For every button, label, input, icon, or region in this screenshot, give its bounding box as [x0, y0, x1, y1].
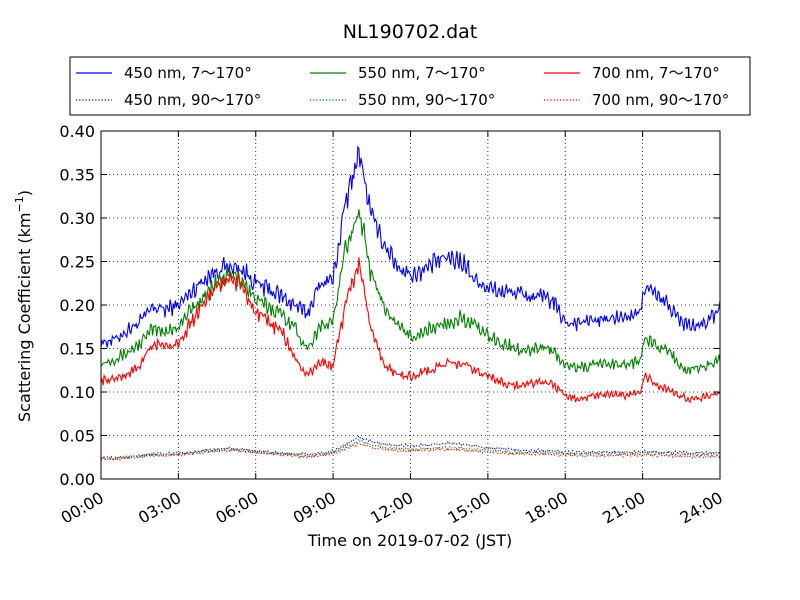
- chart-title: NL190702.dat: [343, 21, 478, 43]
- series-line: [101, 442, 720, 462]
- series-line: [101, 437, 720, 461]
- y-tick-label: 0.00: [59, 470, 95, 489]
- y-tick-label: 0.15: [59, 340, 95, 359]
- series-line: [101, 145, 720, 348]
- series-line: [101, 257, 720, 404]
- y-axis-label-sup: −1: [13, 196, 26, 212]
- legend: 450 nm, 7～170° 550 nm, 7～170° 700 nm, 7～17…: [69, 56, 751, 116]
- legend-label: 550 nm, 90～170°: [358, 91, 495, 109]
- y-tick-label: 0.20: [59, 296, 95, 315]
- legend-label: 700 nm, 90～170°: [592, 91, 729, 109]
- x-axis-label: Time on 2019-07-02 (JST): [307, 531, 512, 550]
- legend-label: 450 nm, 90～170°: [124, 91, 261, 109]
- y-tick-label: 0.30: [59, 209, 95, 228]
- legend-label: 550 nm, 7～170°: [358, 64, 486, 82]
- y-tick-label: 0.25: [59, 253, 95, 272]
- series-line: [101, 209, 720, 375]
- legend-box: [69, 56, 751, 116]
- legend-label: 700 nm, 7～170°: [592, 64, 720, 82]
- y-axis-label-main: Scattering Coefficient (km: [15, 212, 34, 422]
- y-tick-label: 0.35: [59, 166, 95, 185]
- y-axis-label-close: ): [15, 190, 34, 196]
- y-tick-label: 0.10: [59, 383, 95, 402]
- y-axis-label: Scattering Coefficient (km−1): [13, 190, 34, 422]
- series-line: [101, 435, 720, 461]
- legend-label: 450 nm, 7～170°: [124, 64, 252, 82]
- axis-ticks: [100, 130, 721, 480]
- y-tick-label: 0.05: [59, 427, 95, 446]
- series-group: [101, 145, 720, 462]
- y-tick-label: 0.40: [59, 122, 95, 141]
